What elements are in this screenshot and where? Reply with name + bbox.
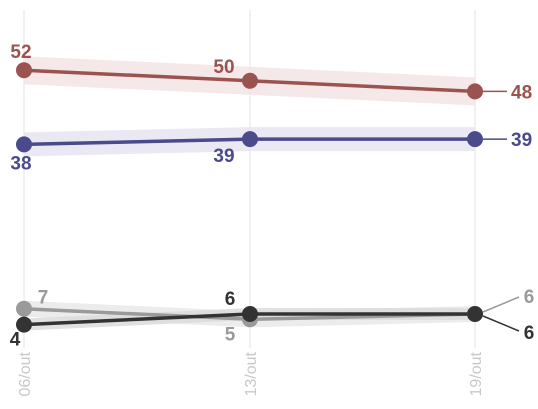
data-point bbox=[467, 306, 483, 322]
data-label: 39 bbox=[213, 146, 234, 167]
data-point bbox=[16, 316, 32, 333]
x-tick-label: 06/out bbox=[17, 351, 34, 396]
data-label: 38 bbox=[10, 153, 31, 174]
data-label: 39 bbox=[511, 130, 532, 151]
data-labels: 52 50 48 38 39 39 7 5 6 4 6 6 bbox=[10, 42, 535, 350]
label-connector bbox=[482, 315, 520, 332]
data-point bbox=[16, 136, 32, 153]
data-point bbox=[242, 72, 258, 89]
data-point bbox=[467, 131, 483, 148]
data-label: 6 bbox=[524, 323, 535, 344]
x-tick-label: 19/out bbox=[468, 351, 485, 396]
series-points bbox=[16, 62, 483, 333]
data-point bbox=[16, 62, 32, 79]
data-label: 52 bbox=[10, 42, 31, 63]
x-tick-label: 13/out bbox=[243, 351, 260, 396]
label-connector bbox=[482, 296, 520, 313]
x-axis-ticks: 06/out 13/out 19/out bbox=[17, 351, 485, 396]
data-label: 50 bbox=[213, 57, 234, 78]
data-point bbox=[467, 83, 483, 100]
data-point bbox=[16, 300, 32, 317]
data-label: 6 bbox=[524, 287, 535, 308]
data-label: 7 bbox=[38, 288, 49, 309]
data-label: 6 bbox=[225, 289, 236, 310]
data-label: 4 bbox=[10, 330, 21, 351]
data-point bbox=[242, 131, 258, 148]
data-label: 48 bbox=[511, 82, 532, 103]
data-label: 5 bbox=[225, 324, 236, 345]
data-point bbox=[242, 306, 258, 322]
